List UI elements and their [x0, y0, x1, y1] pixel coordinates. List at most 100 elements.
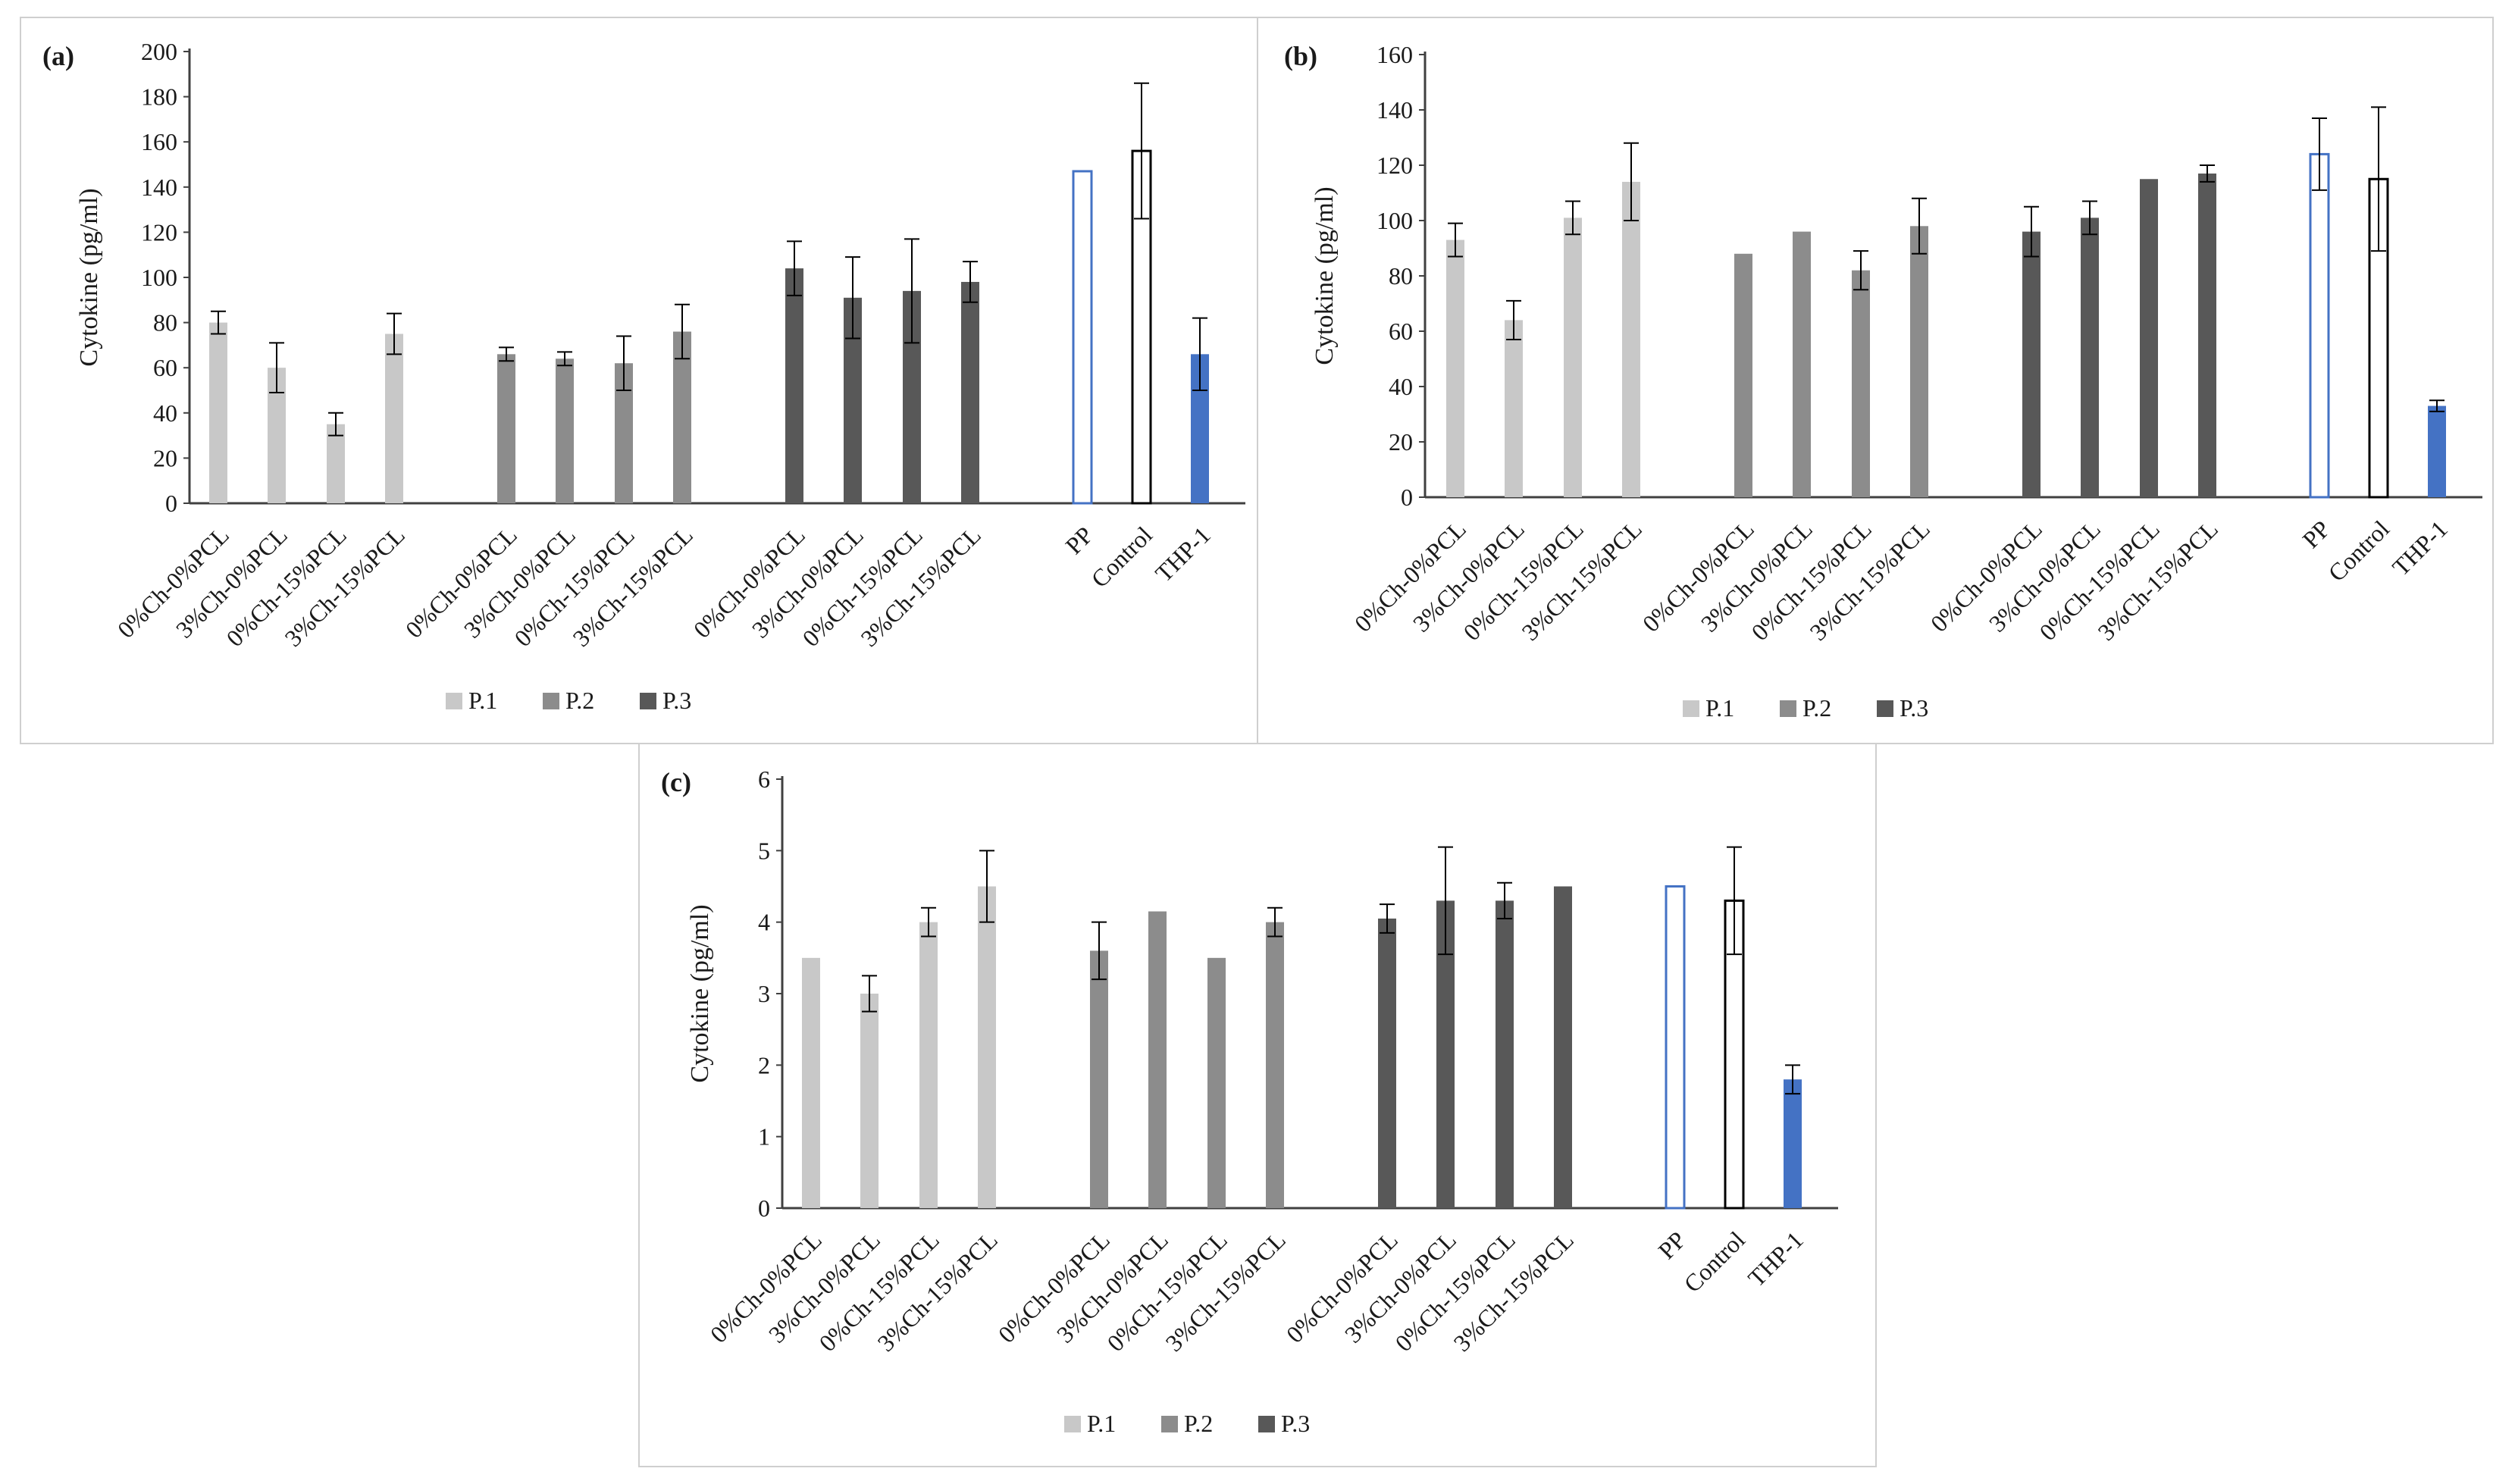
legend-label: P.2 — [1184, 1410, 1213, 1437]
legend-swatch — [446, 693, 462, 709]
y-tick-label: 100 — [1377, 207, 1413, 234]
y-tick-label: 0 — [165, 490, 177, 517]
bar — [1852, 270, 1870, 497]
chart-b-svg: (b) Cytokine (pg/ml) 0 20 40 60 80 100 120 140 160… — [1284, 41, 2482, 722]
bar — [1496, 900, 1514, 1208]
y-axis-title: Cytokine (pg/ml) — [75, 188, 103, 366]
bar — [2081, 218, 2099, 497]
bar — [919, 922, 938, 1208]
legend-swatch — [1161, 1416, 1178, 1432]
legend-swatch — [1064, 1416, 1081, 1432]
x-tick-label: Control — [1678, 1226, 1750, 1298]
legend-label: P.3 — [1281, 1410, 1310, 1437]
y-tick-label: 160 — [1377, 41, 1413, 68]
bar — [1072, 170, 1093, 505]
y-tick-label: 6 — [758, 765, 770, 793]
bar — [1554, 886, 1572, 1208]
bar — [2428, 405, 2446, 497]
y-tick-label: 0 — [1401, 484, 1413, 511]
legend-swatch — [1780, 700, 1796, 717]
y-tick-label: 20 — [1389, 428, 1413, 456]
y-tick-label: 140 — [141, 174, 177, 201]
y-tick-label: 5 — [758, 837, 770, 864]
bar — [2140, 179, 2158, 497]
bar — [327, 424, 345, 503]
y-tick-label: 120 — [141, 218, 177, 246]
chart-panel-c: (c) Cytokine (pg/ml) 0 1 2 3 4 5 6 0%Ch-0%PCL 3%Ch… — [638, 743, 1877, 1467]
bar — [978, 886, 996, 1208]
panel-label: (c) — [661, 767, 691, 797]
bar — [1910, 226, 1928, 497]
y-tick-label: 100 — [141, 264, 177, 291]
legend-label: P.1 — [468, 687, 497, 714]
legend-swatch — [543, 693, 559, 709]
chart-panel-b: (b) Cytokine (pg/ml) 0 20 40 60 80 100 120 140 160… — [1257, 17, 2494, 744]
y-tick-label: 2 — [758, 1051, 770, 1079]
y-tick-label: 80 — [1389, 262, 1413, 290]
bar — [2198, 173, 2216, 497]
chart-panel-a: (a) Cytokine (pg/ml) 0 20 40 60 80 100 120 140 160… — [20, 17, 1258, 744]
legend-swatch — [1683, 700, 1699, 717]
bar — [802, 957, 820, 1208]
bar — [2022, 231, 2041, 497]
x-tick-label: PP — [1060, 521, 1098, 559]
legend-swatch — [1258, 1416, 1275, 1432]
chart-a-svg: (a) Cytokine (pg/ml) 0 20 40 60 80 100 120 140 160… — [42, 38, 1245, 714]
y-tick-label: 60 — [1389, 318, 1413, 345]
x-tick-label: THP-1 — [1743, 1226, 1809, 1291]
bar — [1784, 1079, 1802, 1208]
bar — [1266, 922, 1284, 1208]
bar — [1148, 911, 1167, 1208]
bar — [1505, 320, 1523, 497]
bar — [1734, 253, 1752, 497]
legend-label: P.3 — [1900, 694, 1928, 722]
bar — [1090, 950, 1108, 1208]
bar — [1564, 218, 1582, 497]
legend-label: P.1 — [1705, 694, 1734, 722]
legend-swatch — [640, 693, 656, 709]
bar — [385, 333, 403, 503]
y-tick-label: 200 — [141, 38, 177, 65]
y-tick-label: 160 — [141, 128, 177, 155]
bar — [497, 354, 515, 503]
x-tick-label: Control — [2322, 515, 2394, 587]
bar — [2309, 152, 2330, 499]
panel-label: (a) — [42, 41, 74, 71]
legend-label: P.3 — [662, 687, 691, 714]
y-tick-label: 4 — [758, 909, 770, 936]
y-tick-label: 60 — [153, 354, 177, 381]
y-tick-label: 120 — [1377, 152, 1413, 179]
legend-label: P.2 — [565, 687, 594, 714]
bar — [860, 994, 879, 1208]
legend-swatch — [1877, 700, 1893, 717]
x-tick-label: Control — [1085, 521, 1157, 593]
y-axis-title: Cytokine (pg/ml) — [1311, 186, 1339, 365]
y-axis-title: Cytokine (pg/ml) — [686, 904, 714, 1082]
x-tick-label: PP — [1652, 1226, 1691, 1264]
bar — [1793, 231, 1811, 497]
bar — [1378, 918, 1396, 1208]
legend-label: P.2 — [1802, 694, 1831, 722]
bar — [1207, 957, 1226, 1208]
bar — [961, 281, 979, 503]
y-tick-label: 40 — [1389, 373, 1413, 400]
y-tick-label: 80 — [153, 309, 177, 337]
bar — [556, 358, 574, 503]
x-tick-label: THP-1 — [2387, 515, 2453, 581]
bar — [209, 322, 227, 503]
y-tick-label: 40 — [153, 399, 177, 427]
chart-c-svg: (c)Cytokine (pg/ml)01234560%Ch-0%PCL3%Ch… — [661, 765, 1838, 1437]
y-tick-label: 20 — [153, 444, 177, 471]
panel-label: (b) — [1284, 41, 1317, 71]
bar — [1622, 181, 1640, 497]
x-tick-label: PP — [2297, 515, 2335, 553]
bar — [673, 331, 691, 503]
bar — [785, 268, 803, 503]
bar — [1446, 240, 1464, 497]
y-tick-label: 140 — [1377, 96, 1413, 124]
y-tick-label: 1 — [758, 1123, 770, 1151]
y-tick-label: 180 — [141, 83, 177, 111]
x-tick-label: THP-1 — [1150, 521, 1216, 587]
bar — [1665, 885, 1686, 1210]
legend-label: P.1 — [1087, 1410, 1116, 1437]
